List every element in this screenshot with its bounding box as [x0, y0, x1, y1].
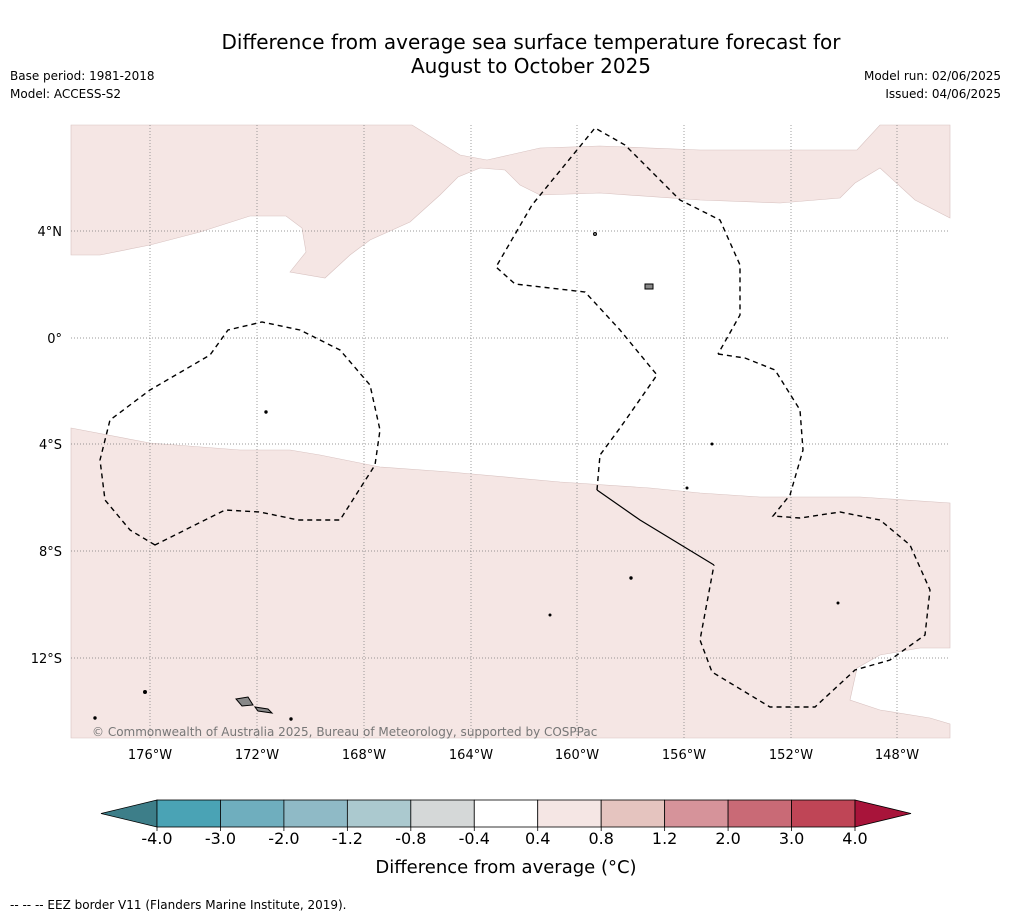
colorbar-tick-label: -0.4: [459, 829, 490, 848]
map-title: Difference from average sea surface temp…: [0, 30, 1011, 78]
lon-label: 160°W: [555, 748, 599, 763]
latitude-labels: 4°N 0° 4°S 8°S 12°S: [31, 225, 62, 667]
colorbar-tick-label: 1.2: [652, 829, 677, 848]
eez-border-central: [495, 127, 741, 491]
colorbar-segment: [156, 799, 221, 828]
colorbar-tick-label: -4.0: [141, 829, 172, 848]
colorbar-tick-label: 0.8: [588, 829, 613, 848]
anomaly-region-north: [70, 124, 951, 279]
colorbar-segment: [791, 799, 856, 828]
lon-label: 152°W: [769, 748, 813, 763]
island-dot: [289, 717, 293, 721]
model-run: Model run: 02/06/2025: [863, 69, 1001, 83]
longitude-labels: 176°W 172°W 168°W 164°W 160°W 156°W 152°…: [128, 748, 919, 763]
eez-legend-note: -- -- -- EEZ border V11 (Flanders Marine…: [10, 898, 347, 912]
lat-label: 4°S: [39, 438, 62, 453]
eez-border-connector: [596, 489, 715, 566]
model-name: Model: ACCESS-S2: [10, 87, 122, 101]
title-line-1: Difference from average sea surface temp…: [221, 30, 841, 54]
lat-label: 4°N: [38, 225, 63, 240]
island-dot: [548, 613, 552, 617]
colorbar-segment: [473, 799, 539, 828]
colorbar-segment: [410, 799, 475, 828]
island-dot: [629, 576, 633, 580]
colorbar-tick-label: -2.0: [268, 829, 299, 848]
colorbar-segment: [220, 799, 285, 828]
island-dot: [710, 442, 714, 446]
lat-label: 12°S: [31, 652, 62, 667]
lon-label: 176°W: [128, 748, 172, 763]
colorbar-tick-label: 0.4: [525, 829, 550, 848]
meta-right: Model run: 02/06/2025 Issued: 04/06/2025: [864, 67, 1001, 103]
island-dot: [644, 283, 654, 290]
island-dot: [836, 601, 840, 605]
colorbar-segment: [537, 799, 602, 828]
eez-border-east: [699, 353, 931, 708]
base-period: Base period: 1981-2018: [10, 69, 155, 83]
copyright-text: © Commonwealth of Australia 2025, Bureau…: [92, 725, 597, 739]
colorbar-extend-high: [854, 799, 912, 828]
island-dot: [143, 690, 147, 694]
island-samoa-west: [235, 696, 254, 707]
island-dot: [685, 486, 689, 490]
island-dot: [593, 232, 597, 236]
colorbar-tick-label: -3.0: [205, 829, 236, 848]
lon-label: 156°W: [662, 748, 706, 763]
anomaly-region-south: [70, 427, 951, 739]
colorbar: -4.0 -3.0 -2.0 -1.2 -0.8 -0.4 0.4 0.8 1.2 2.0 3.0 4…: [100, 799, 912, 848]
island-samoa-east: [253, 706, 274, 714]
eez-border-west: [99, 321, 381, 546]
colorbar-segment: [664, 799, 729, 828]
eez-borders: [99, 127, 931, 708]
colorbar-tick-label: 2.0: [715, 829, 740, 848]
lon-label: 168°W: [342, 748, 386, 763]
colorbar-label: Difference from average (°C): [375, 857, 636, 878]
title-line-2: August to October 2025: [410, 54, 652, 78]
grid-lines: [71, 125, 950, 738]
lat-label: 8°S: [39, 545, 62, 560]
lon-label: 148°W: [875, 748, 919, 763]
colorbar-segment: [346, 799, 412, 828]
islands: [93, 232, 840, 721]
island-dot: [264, 410, 268, 414]
colorbar-tick-label: 3.0: [779, 829, 804, 848]
colorbar-extend-low: [100, 799, 158, 828]
island-dot: [93, 716, 97, 720]
lat-label: 0°: [47, 332, 62, 347]
lon-label: 172°W: [235, 748, 279, 763]
colorbar-tick-label: -1.2: [332, 829, 363, 848]
lon-label: 164°W: [449, 748, 493, 763]
colorbar-segment: [600, 799, 666, 828]
meta-left: Base period: 1981-2018 Model: ACCESS-S2: [10, 67, 155, 103]
colorbar-tick-label: -0.8: [395, 829, 426, 848]
issued-date: Issued: 04/06/2025: [885, 87, 1001, 101]
colorbar-segment: [283, 799, 348, 828]
colorbar-segment: [727, 799, 792, 828]
map-panel: [70, 124, 951, 739]
colorbar-tick-label: 4.0: [842, 829, 867, 848]
